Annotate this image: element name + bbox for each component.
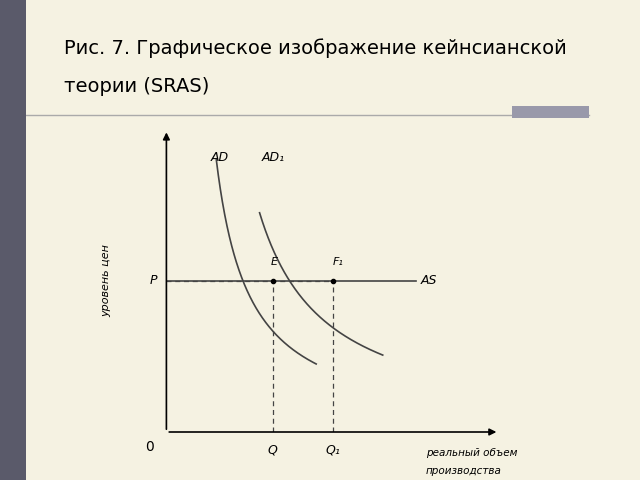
Text: AS: AS (421, 274, 437, 288)
Text: Q: Q (268, 444, 278, 456)
Text: реальный объем: реальный объем (426, 448, 518, 458)
Text: P: P (149, 274, 157, 288)
Text: 0: 0 (145, 440, 154, 454)
Text: F₁: F₁ (332, 257, 343, 267)
Text: производства: производства (426, 466, 502, 476)
Text: AD: AD (211, 151, 228, 164)
Text: теории (SRAS): теории (SRAS) (64, 77, 209, 96)
Text: E: E (271, 257, 278, 267)
Text: Q₁: Q₁ (325, 444, 340, 456)
Text: Рис. 7. Графическое изображение кейнсианской: Рис. 7. Графическое изображение кейнсиан… (64, 38, 567, 58)
Text: уровень цен: уровень цен (102, 244, 111, 317)
Text: AD₁: AD₁ (261, 151, 284, 164)
